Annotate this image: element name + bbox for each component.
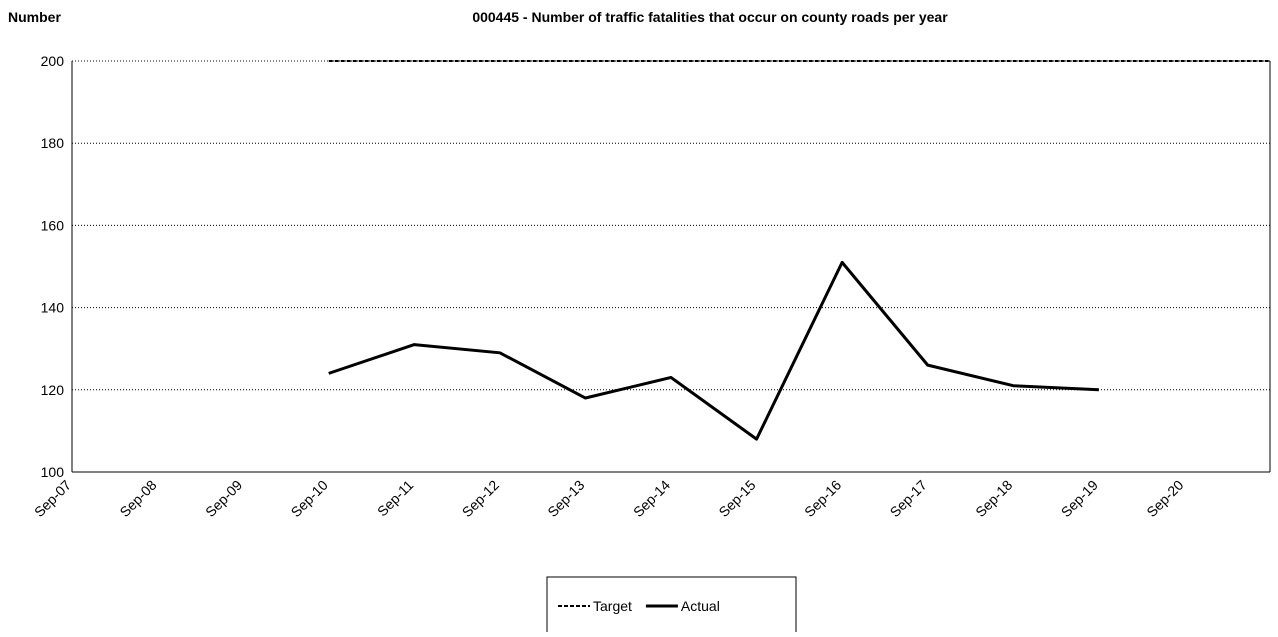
x-tick-label: Sep-13	[544, 477, 587, 520]
x-tick-label: Sep-17	[887, 477, 930, 520]
x-tick-label: Sep-20	[1143, 477, 1186, 520]
x-tick-label: Sep-08	[116, 477, 159, 520]
x-tick-label: Sep-09	[202, 477, 245, 520]
y-tick-label: 200	[41, 53, 65, 69]
y-tick-label: 160	[41, 217, 65, 233]
legend-label: Actual	[681, 598, 720, 614]
y-tick-label: 180	[41, 135, 65, 151]
x-tick-label: Sep-18	[972, 477, 1015, 520]
x-tick-label: Sep-11	[374, 477, 417, 520]
y-tick-label: 140	[41, 300, 65, 316]
y-tick-label: 100	[41, 464, 65, 480]
y-tick-label: 120	[41, 382, 65, 398]
x-tick-label: Sep-12	[459, 477, 502, 520]
x-tick-label: Sep-19	[1058, 477, 1101, 520]
chart-title: 000445 - Number of traffic fatalities th…	[472, 9, 948, 25]
legend-label: Target	[593, 598, 632, 614]
x-tick-label: Sep-10	[288, 477, 331, 520]
y-axis-label: Number	[8, 9, 61, 25]
x-tick-label: Sep-16	[801, 477, 844, 520]
x-tick-label: Sep-14	[630, 477, 673, 520]
series-line	[328, 260, 1099, 441]
x-tick-label: Sep-15	[715, 477, 758, 520]
x-tick-label: Sep-07	[31, 477, 74, 520]
